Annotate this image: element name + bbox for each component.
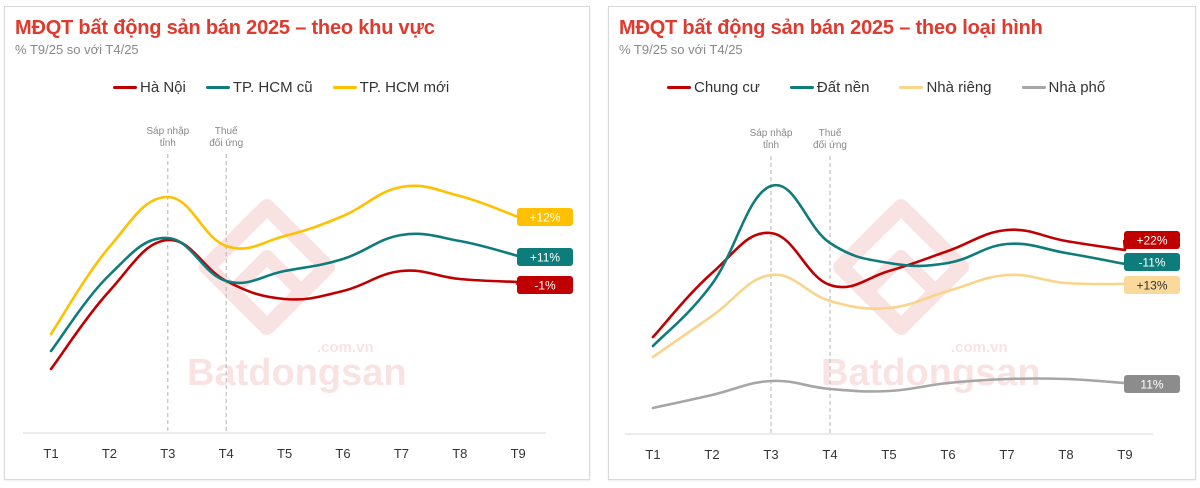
x-tick-label: T7 — [999, 447, 1014, 462]
legend-label: Nhà riêng — [926, 79, 992, 96]
end-value-label: -1% — [534, 279, 556, 293]
event-annotation-label: Thuế — [819, 127, 842, 139]
x-tick-label: T8 — [452, 446, 467, 461]
watermark-logo-icon: Batdongsan.com.vn — [187, 199, 407, 394]
end-value-label: +13% — [1136, 279, 1167, 293]
chart-title: MĐQT bất động sản bán 2025 – theo loại h… — [619, 17, 1043, 39]
x-tick-label: T4 — [219, 446, 234, 461]
watermark-domain: .com.vn — [951, 339, 1008, 356]
legend-label: Đất nền — [816, 79, 870, 96]
legend-label: Chung cư — [694, 79, 760, 96]
end-value-badge — [1124, 231, 1180, 249]
chart-legend: Hà Nội TP. HCM cũ TP. HCM mới — [113, 79, 449, 96]
x-tick-label: T5 — [881, 447, 896, 462]
legend-swatch-icon — [205, 86, 230, 89]
series-line — [49, 232, 520, 353]
legend-swatch-icon — [1021, 86, 1046, 89]
event-annotation-label: đối ứng — [813, 139, 847, 151]
x-tick-label: T3 — [160, 446, 175, 461]
x-tick-label: T1 — [43, 446, 58, 461]
end-value-badge — [517, 248, 573, 266]
event-annotation-label: đối ứng — [209, 137, 243, 149]
watermark-domain: .com.vn — [317, 339, 374, 356]
end-value-badge — [1124, 276, 1180, 294]
x-tick-label: T7 — [394, 446, 409, 461]
x-tick-label: T2 — [102, 446, 117, 461]
x-tick-label: T9 — [511, 446, 526, 461]
legend-swatch-icon — [667, 86, 691, 89]
series-line — [49, 238, 520, 371]
chart-legend: Chung cư Đất nền Nhà riêng Nhà phố — [667, 79, 1105, 96]
legend-item-nha-rieng: Nhà riêng — [899, 79, 992, 96]
legend-item-chung-cu: Chung cư — [667, 79, 760, 96]
x-tick-label: T6 — [940, 447, 955, 462]
chart-panel-by-region: MĐQT bất động sản bán 2025 – theo khu vự… — [4, 6, 590, 480]
series-line — [651, 228, 1127, 339]
x-tick-label: T2 — [704, 447, 719, 462]
x-tick-label: T4 — [822, 447, 837, 462]
legend-swatch-icon — [332, 86, 357, 89]
event-annotation-label: Thuế — [215, 125, 238, 137]
event-annotation-label: tỉnh — [160, 137, 176, 149]
series-line — [49, 184, 520, 336]
end-value-badge — [517, 276, 573, 294]
legend-swatch-icon — [899, 86, 924, 89]
legend-item-dat-nen: Đất nền — [789, 79, 870, 96]
x-tick-label: T3 — [763, 447, 778, 462]
legend-label: TP. HCM cũ — [232, 79, 313, 96]
end-value-badge — [1124, 375, 1180, 393]
chart-panel-by-type: MĐQT bất động sản bán 2025 – theo loại h… — [608, 6, 1196, 480]
chart-title: MĐQT bất động sản bán 2025 – theo khu vự… — [15, 17, 435, 39]
legend-item-nha-pho: Nhà phố — [1021, 79, 1106, 96]
end-value-label: 11% — [1140, 378, 1163, 392]
watermark-brand: Batdongsan — [821, 352, 1041, 394]
end-value-label: +11% — [530, 251, 560, 265]
x-tick-label: T8 — [1058, 447, 1073, 462]
watermark-brand: Batdongsan — [187, 352, 407, 394]
end-value-badge — [1124, 253, 1180, 271]
chart-subtitle: % T9/25 so với T4/25 — [619, 42, 743, 57]
legend-item-hcm-moi: TP. HCM mới — [332, 79, 450, 96]
legend-swatch-icon — [113, 86, 137, 89]
series-line — [651, 377, 1127, 410]
end-value-label: +22% — [1136, 234, 1167, 248]
legend-label: Hà Nội — [140, 79, 186, 96]
legend-label: TP. HCM mới — [359, 79, 450, 96]
legend-label: Nhà phố — [1048, 79, 1106, 96]
x-tick-label: T9 — [1117, 447, 1132, 462]
event-annotation-label: Sáp nhập — [750, 128, 793, 139]
end-value-label: +12% — [529, 211, 560, 225]
end-value-badge — [517, 208, 573, 226]
series-line — [651, 273, 1127, 359]
x-tick-label: T6 — [335, 446, 350, 461]
event-annotation-label: tỉnh — [763, 139, 779, 151]
legend-swatch-icon — [789, 86, 814, 89]
x-tick-label: T1 — [645, 447, 660, 462]
end-value-label: -11% — [1138, 256, 1165, 270]
watermark-logo-icon: Batdongsan.com.vn — [821, 199, 1041, 394]
legend-item-hcm-cu: TP. HCM cũ — [205, 79, 313, 96]
event-annotation-label: Sáp nhập — [146, 126, 189, 137]
legend-item-ha-noi: Hà Nội — [113, 79, 186, 96]
x-tick-label: T5 — [277, 446, 292, 461]
chart-subtitle: % T9/25 so với T4/25 — [15, 42, 139, 57]
series-line — [651, 183, 1127, 348]
